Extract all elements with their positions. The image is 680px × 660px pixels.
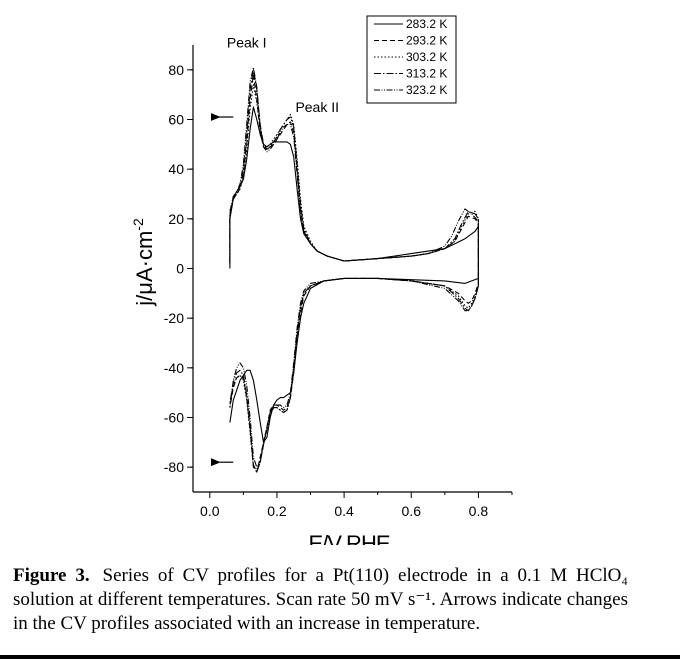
legend-entry: 323.2 K — [406, 83, 447, 97]
legend: 283.2 K 293.2 K 303.2 K 313.2 K 323.2 K — [366, 15, 457, 104]
x-tick-label: 0.6 — [402, 503, 422, 519]
axes: 80 60 40 20 0 -20 -40 -60 -80 0.0 0.2 0.4 0.6 0.8 — [164, 45, 513, 519]
legend-entry: 313.2 K — [406, 67, 447, 81]
y-tick-label: 60 — [168, 112, 184, 128]
figure-caption-text: Series of CV profiles for a Pt(110) elec… — [13, 565, 628, 634]
y-tick-label: 80 — [168, 62, 184, 78]
x-tick-label: 0.0 — [200, 503, 220, 519]
series-line — [229, 74, 479, 473]
x-tick-label: 0.4 — [334, 503, 354, 519]
bottom-divider — [0, 655, 680, 659]
series-group — [229, 66, 479, 473]
series-line — [229, 66, 479, 468]
y-tick-label: 20 — [168, 211, 184, 227]
legend-entry: 293.2 K — [406, 34, 447, 48]
x-axis-title: E/V RHE — [308, 531, 389, 545]
legend-entry: 283.2 K — [406, 17, 447, 31]
y-axis-title-main: j/μA·cm — [132, 231, 157, 307]
annotations: Peak I Peak II — [210, 34, 339, 467]
peak-label: Peak I — [227, 34, 267, 50]
x-tick-label: 0.2 — [267, 503, 287, 519]
peak-label: Peak II — [295, 99, 339, 115]
cv-chart: 80 60 40 20 0 -20 -40 -60 -80 0.0 0.2 0.4 0.6 0.8 Pea… — [130, 15, 513, 545]
y-tick-label: -40 — [164, 360, 184, 376]
figure-caption-label: Figure 3. — [13, 565, 90, 586]
y-tick-label: -60 — [164, 410, 184, 426]
figure-caption: Figure 3. Series of CV profiles for a Pt… — [13, 564, 628, 636]
series-line — [229, 84, 479, 471]
legend-box — [366, 15, 457, 104]
x-tick-label: 0.8 — [469, 503, 489, 519]
y-tick-label: -80 — [164, 459, 184, 475]
y-tick-label: -20 — [164, 310, 184, 326]
y-axis-title-superscript: -2 — [130, 218, 146, 231]
series-line — [229, 106, 479, 443]
legend-entry: 303.2 K — [406, 50, 447, 64]
y-axis-title: j/μA·cm-2 — [130, 218, 157, 307]
series-line — [229, 69, 479, 473]
y-tick-label: 0 — [176, 261, 184, 277]
y-tick-label: 40 — [168, 161, 184, 177]
